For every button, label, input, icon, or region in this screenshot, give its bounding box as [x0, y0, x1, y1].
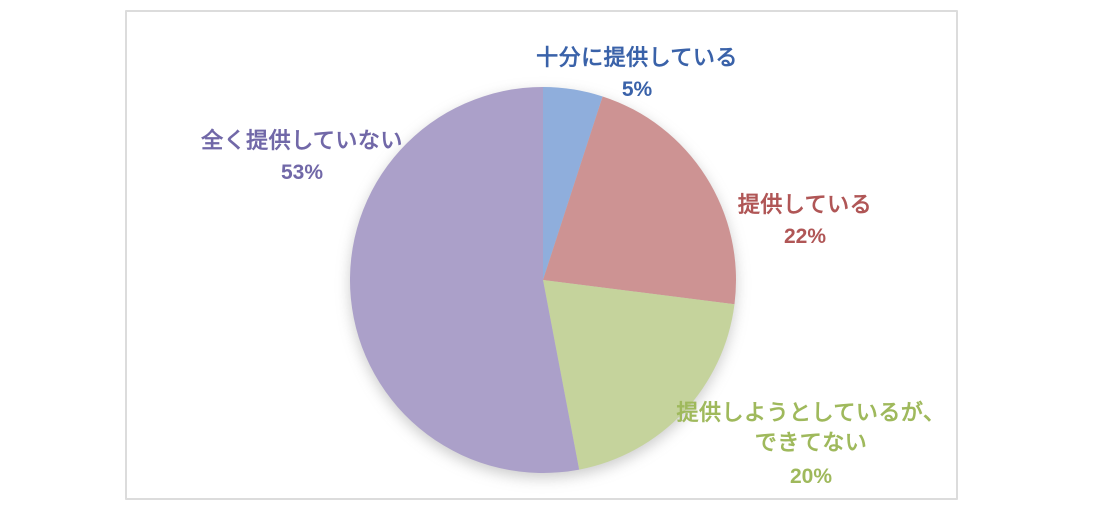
callout-fully-providing: 十分に提供している 5%: [487, 43, 787, 105]
pie-slice-2: [543, 280, 735, 470]
callout-percent: 5%: [621, 78, 653, 101]
callout-trying-but-unable: 提供しようとしているが、 できてない 20%: [646, 398, 976, 492]
callout-percent: 53%: [280, 161, 324, 184]
pie-chart: [349, 87, 737, 473]
callout-not-providing: 全く提供していない 53%: [152, 126, 452, 188]
callout-percent: 20%: [789, 465, 833, 488]
callout-label: 提供している: [737, 192, 873, 217]
callout-label: 十分に提供している: [536, 45, 738, 70]
pie-slice-1: [543, 96, 737, 305]
callout-label-line1: 提供しようとしているが、: [676, 400, 946, 425]
callout-label: 全く提供していない: [201, 128, 403, 153]
callout-percent: 22%: [783, 225, 827, 248]
pie-slice-3: [349, 87, 580, 473]
callout-label-line2: できてない: [754, 430, 868, 455]
chart-frame: 十分に提供している 5% 提供している 22% 提供しようとしているが、 できて…: [125, 10, 958, 500]
callout-providing: 提供している 22%: [675, 190, 935, 252]
pie-slice-0: [543, 87, 603, 280]
